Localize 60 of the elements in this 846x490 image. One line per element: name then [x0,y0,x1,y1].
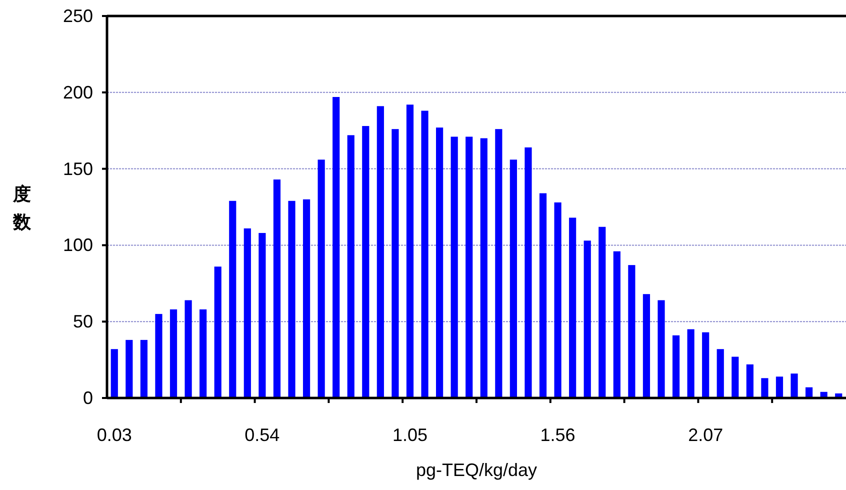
bar [716,349,724,398]
bar [376,106,384,398]
bar [126,340,133,398]
bar [214,266,222,398]
x-tick-label: 0.03 [96,425,132,445]
bar [642,294,650,398]
bar [302,199,310,398]
x-tick-label: 2.07 [688,425,724,445]
bar [628,265,636,398]
bar [510,160,517,398]
bar [761,378,768,398]
bar [347,135,354,398]
bar [288,200,296,398]
bar [598,226,606,398]
bar [258,232,266,398]
x-tick-label: 1.56 [540,425,576,445]
bar [480,138,488,398]
bar [554,202,562,398]
bar [495,129,502,398]
bar [539,193,547,398]
bar [184,300,192,398]
bar [362,126,370,398]
y-tick-label: 100 [62,235,93,256]
bar [155,314,162,398]
bar [466,136,473,398]
bar [746,364,754,398]
bar [421,110,428,398]
y-tick-label: 200 [62,82,93,102]
bar [229,200,236,398]
x-tick-label: 0.54 [244,425,280,445]
y-tick-label: 50 [72,312,93,332]
bar [613,251,620,398]
bar [702,332,710,398]
y-tick-label: 250 [62,6,93,26]
bar [584,240,591,398]
bar [273,179,281,398]
bar [658,300,665,398]
bar [406,104,414,398]
bar [569,218,576,398]
bar [450,136,458,398]
bar [318,160,325,398]
x-axis-title: pg-TEQ/kg/day [416,460,538,480]
y-axis-title: 度数 [12,184,32,232]
bar [110,349,118,398]
bar [200,309,207,398]
bar [687,329,694,398]
bar [170,309,178,398]
bar [392,129,399,398]
bar [790,374,798,398]
bar [140,340,148,398]
x-tick-label: 1.05 [392,425,428,445]
y-tick-label: 0 [82,388,93,408]
bar [524,147,532,398]
bar [672,335,680,398]
bar [436,128,444,398]
bar [244,228,251,398]
bar [332,96,340,398]
bar [732,356,739,398]
bar [776,376,784,398]
y-tick-label: 150 [62,158,93,179]
